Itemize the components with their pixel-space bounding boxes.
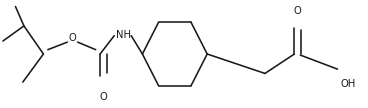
Text: O: O [68,33,77,43]
Text: O: O [294,6,302,16]
Text: OH: OH [340,79,355,89]
Text: O: O [99,92,107,102]
Text: NH: NH [116,30,131,40]
